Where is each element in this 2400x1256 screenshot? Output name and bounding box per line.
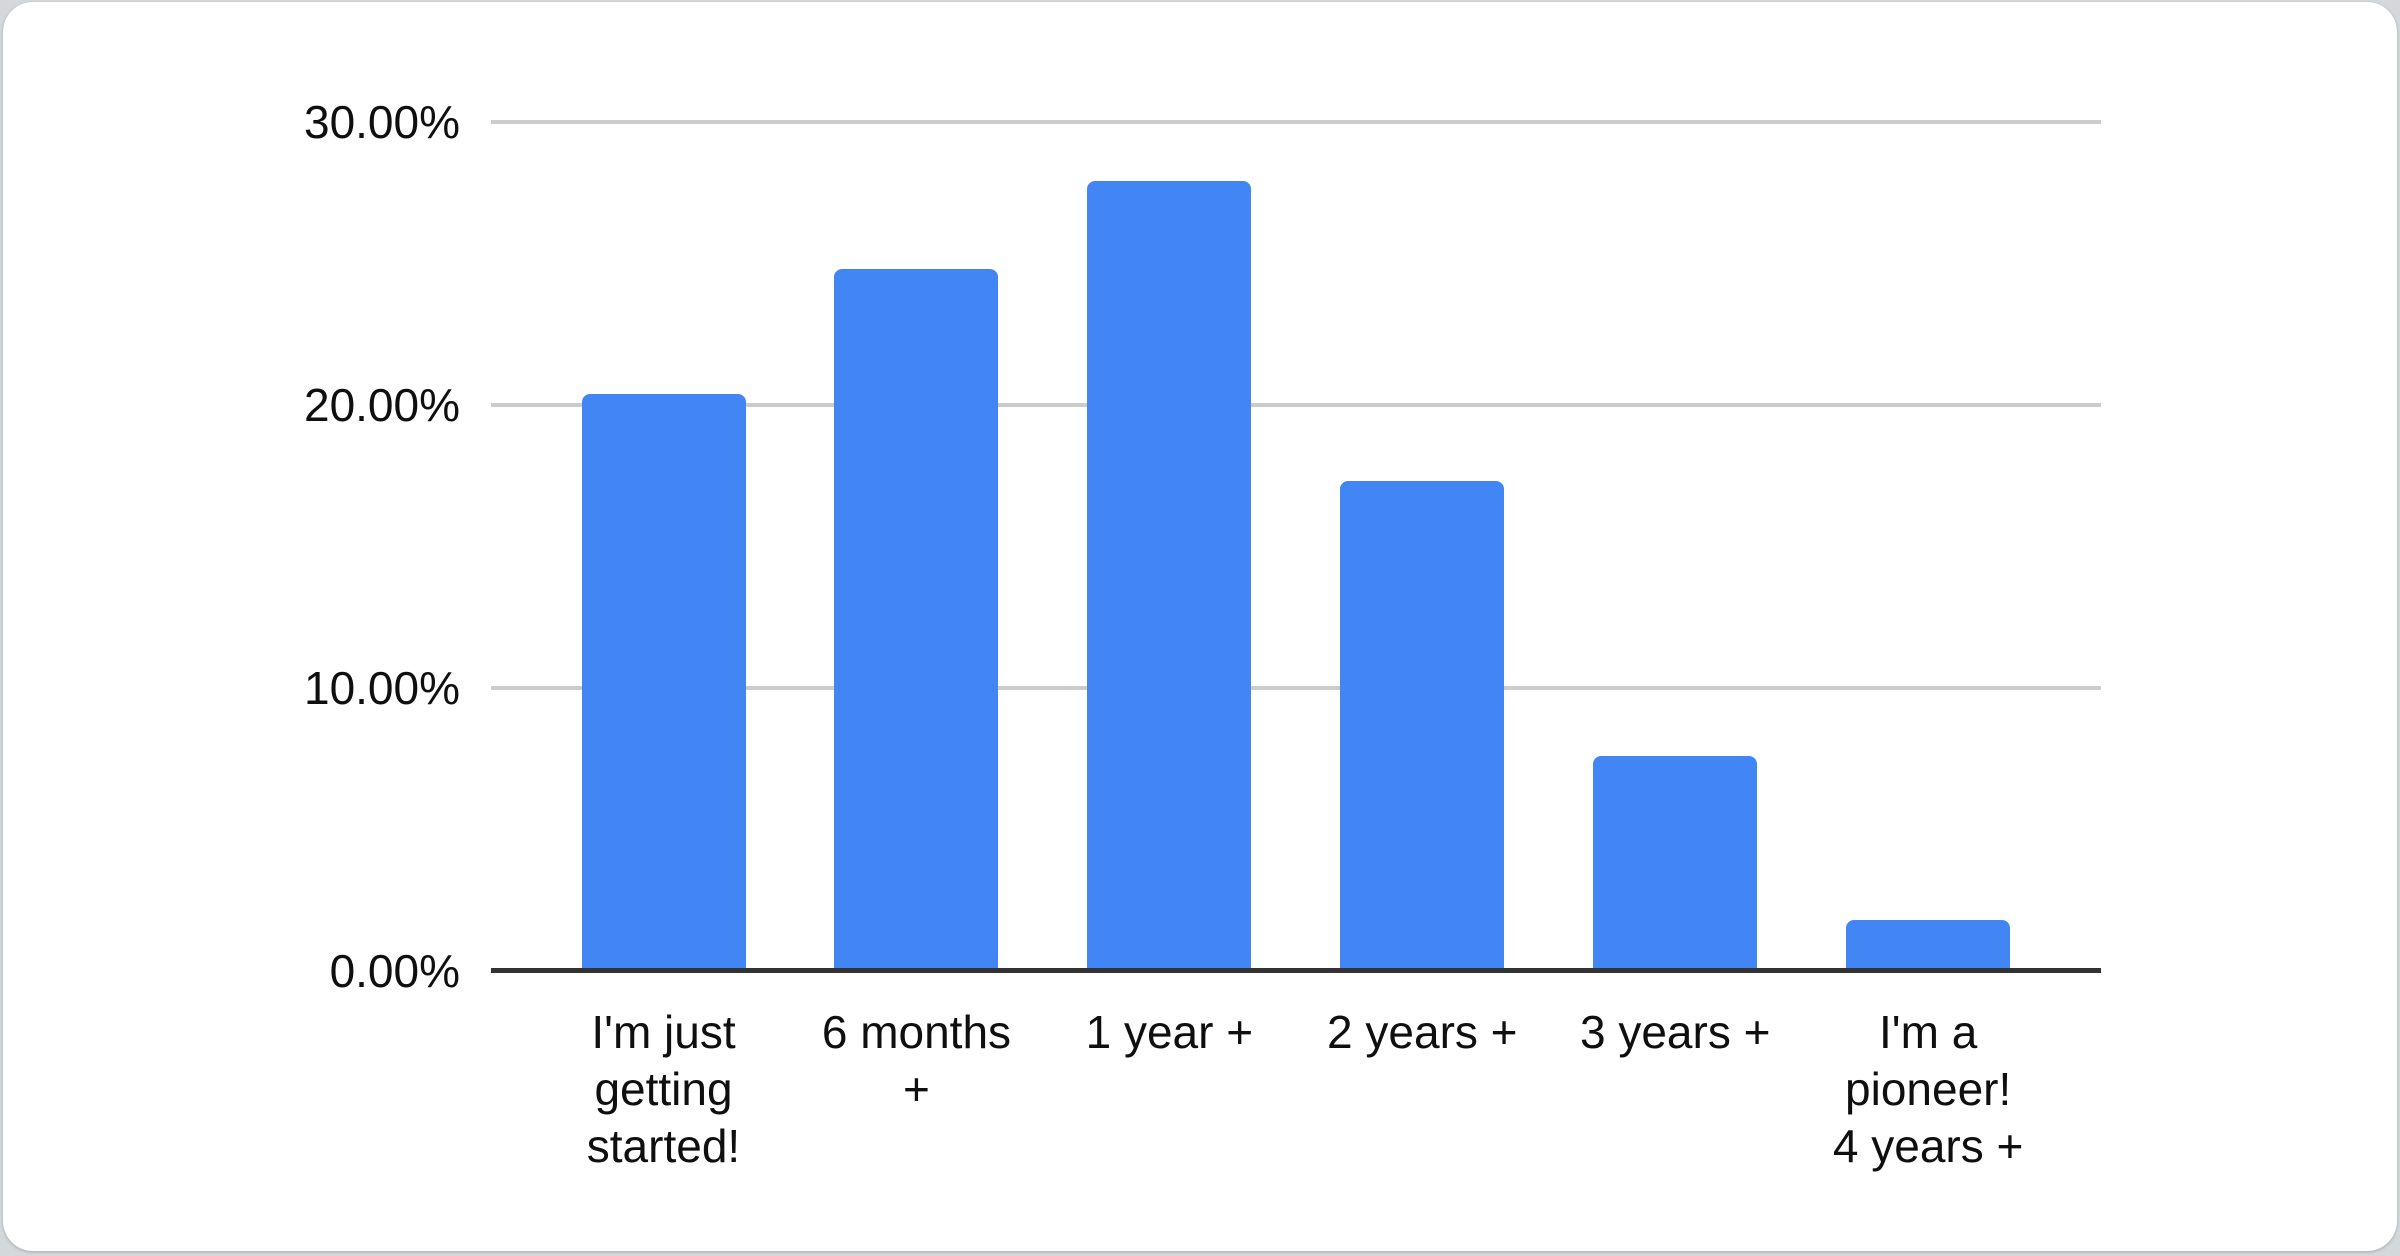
bar-2 <box>834 269 999 971</box>
x-axis-label: 6 months + <box>821 1006 1012 1115</box>
gridline-20 <box>491 403 2101 407</box>
bar-3 <box>1087 181 1252 971</box>
x-axis-label: 3 years + <box>1579 1006 1771 1058</box>
bar-4 <box>1340 481 1505 971</box>
x-axis-label: 1 year + <box>1085 1006 1254 1058</box>
x-axis-label: 2 years + <box>1327 1006 1518 1058</box>
y-tick-label: 20.00% <box>303 379 460 431</box>
bar-5 <box>1593 755 1758 971</box>
x-axis-label: I'm a pioneer! 4 years + <box>1832 1006 2024 1172</box>
y-tick-label: 0.00% <box>329 945 460 997</box>
gridline-30 <box>491 120 2101 124</box>
plot-area: I'm just getting started! 6 months + 1 yea… <box>491 120 2101 1172</box>
y-tick-label: 30.00% <box>303 96 460 148</box>
gridline-10 <box>491 686 2101 690</box>
bar-1 <box>581 393 746 971</box>
bar-6 <box>1846 920 2011 971</box>
y-tick-label: 10.00% <box>303 662 460 714</box>
x-axis-line <box>491 968 2101 973</box>
chart-card: 0.00% 10.00% 20.00% 30.00% I'm just getting… <box>3 2 2397 1251</box>
x-axis-label: I'm just getting started! <box>586 1006 741 1172</box>
